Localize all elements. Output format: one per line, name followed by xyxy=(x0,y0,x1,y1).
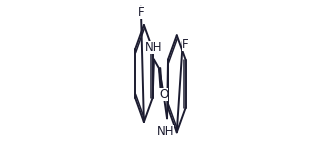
Text: F: F xyxy=(137,6,144,19)
Text: NH: NH xyxy=(156,125,174,138)
Text: O: O xyxy=(159,88,168,101)
Text: NH: NH xyxy=(145,41,162,54)
Text: F: F xyxy=(182,38,189,51)
